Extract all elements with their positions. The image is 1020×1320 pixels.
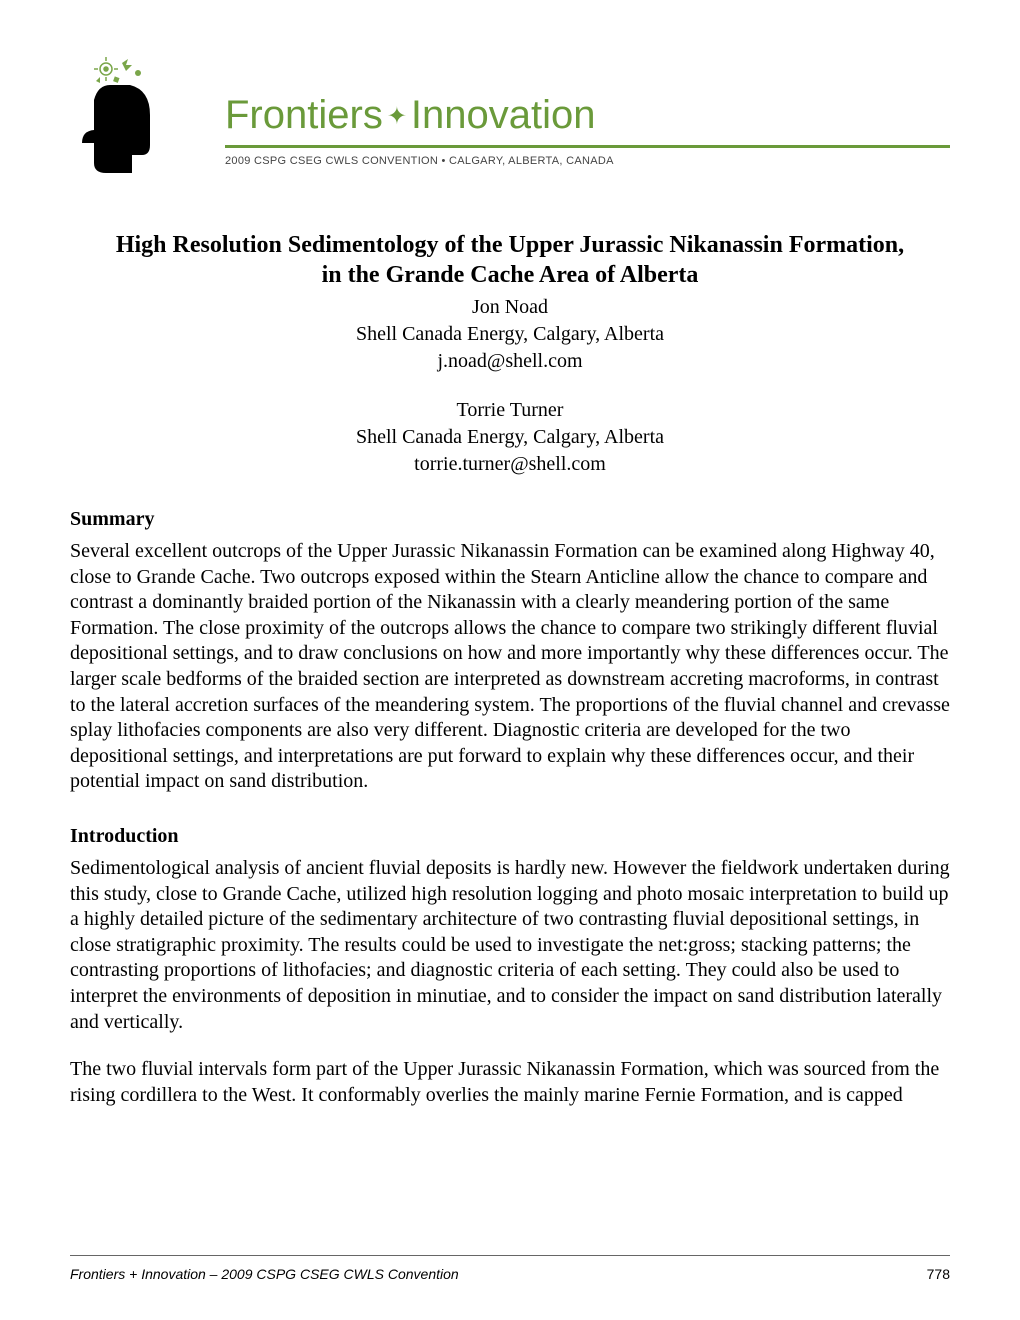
summary-heading: Summary bbox=[70, 508, 950, 531]
paper-title: High Resolution Sedimentology of the Upp… bbox=[110, 230, 910, 290]
introduction-body-1: Sedimentological analysis of ancient flu… bbox=[70, 856, 950, 1035]
author-1: Jon Noad Shell Canada Energy, Calgary, A… bbox=[70, 294, 950, 375]
summary-body: Several excellent outcrops of the Upper … bbox=[70, 539, 950, 795]
logo-separator-icon: ✦ bbox=[383, 103, 411, 130]
title-line-1: High Resolution Sedimentology of the Upp… bbox=[110, 230, 910, 260]
author-1-affiliation: Shell Canada Energy, Calgary, Alberta bbox=[70, 321, 950, 348]
authors-block: Jon Noad Shell Canada Energy, Calgary, A… bbox=[70, 294, 950, 478]
author-2-name: Torrie Turner bbox=[70, 397, 950, 424]
logo-wordmark: Frontiers✦Innovation bbox=[225, 95, 596, 135]
author-1-email: j.noad@shell.com bbox=[70, 348, 950, 375]
author-2: Torrie Turner Shell Canada Energy, Calga… bbox=[70, 397, 950, 478]
author-2-email: torrie.turner@shell.com bbox=[70, 451, 950, 478]
logo-underline bbox=[225, 145, 950, 148]
title-line-2: in the Grande Cache Area of Alberta bbox=[110, 260, 910, 290]
logo-word-1: Frontiers bbox=[225, 93, 383, 137]
header-logo-block: Frontiers✦Innovation 2009 CSPG CSEG CWLS… bbox=[70, 50, 950, 180]
footer-rule bbox=[70, 1255, 950, 1256]
introduction-body-2: The two fluvial intervals form part of t… bbox=[70, 1057, 950, 1108]
author-2-affiliation: Shell Canada Energy, Calgary, Alberta bbox=[70, 424, 950, 451]
logo-subline: 2009 CSPG CSEG CWLS CONVENTION • CALGARY… bbox=[225, 155, 614, 167]
page-number: 778 bbox=[927, 1266, 950, 1282]
footer-left-text: Frontiers + Innovation – 2009 CSPG CSEG … bbox=[70, 1266, 459, 1282]
page-footer: Frontiers + Innovation – 2009 CSPG CSEG … bbox=[70, 1255, 950, 1282]
introduction-heading: Introduction bbox=[70, 825, 950, 848]
logo-word-2: Innovation bbox=[411, 93, 596, 137]
author-1-name: Jon Noad bbox=[70, 294, 950, 321]
frontiers-head-icon bbox=[70, 55, 170, 175]
